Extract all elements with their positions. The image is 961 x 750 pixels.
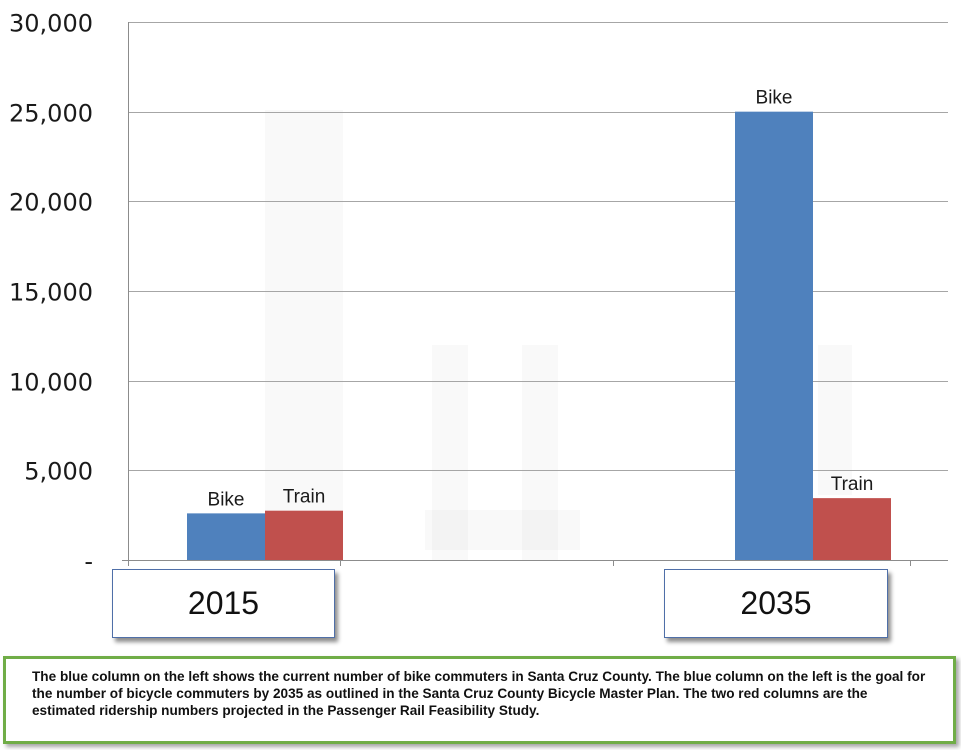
caption-text: The blue column on the left shows the cu… xyxy=(32,669,926,718)
bar-bike-2015 xyxy=(187,513,265,560)
y-tick-label: 5,000 xyxy=(24,458,93,486)
y-tick-label: 10,000 xyxy=(9,369,93,397)
bar-label-bike-2035: Bike xyxy=(756,88,793,109)
y-tick-label: 20,000 xyxy=(9,189,93,217)
y-axis-tick-labels: - 5,000 10,000 15,000 20,000 25,000 30,000 xyxy=(9,10,93,576)
year-label-2035: 2035 xyxy=(664,569,888,638)
bar-label-bike-2015: Bike xyxy=(208,489,245,510)
y-tick-label: 30,000 xyxy=(9,10,93,38)
bar-label-train-2035: Train xyxy=(831,474,874,495)
faint-ghost-bar xyxy=(425,510,580,550)
bar-label-train-2015: Train xyxy=(283,487,326,508)
bar-train-2015 xyxy=(265,510,343,560)
bar-bike-2035 xyxy=(735,111,813,561)
bar-labels: Bike Train Bike Train xyxy=(208,88,874,511)
caption-box: The blue column on the left shows the cu… xyxy=(3,656,956,744)
faint-ghost-bar xyxy=(818,345,852,495)
y-tick-label: 25,000 xyxy=(9,100,93,128)
bar-train-2035 xyxy=(813,498,891,560)
axes xyxy=(122,22,948,566)
bars xyxy=(187,111,891,561)
y-tick-label: - xyxy=(84,548,93,576)
year-label-2015: 2015 xyxy=(112,569,335,638)
bar-chart: - 5,000 10,000 15,000 20,000 25,000 30,000 Bik… xyxy=(9,10,948,576)
y-tick-label: 15,000 xyxy=(9,279,93,307)
